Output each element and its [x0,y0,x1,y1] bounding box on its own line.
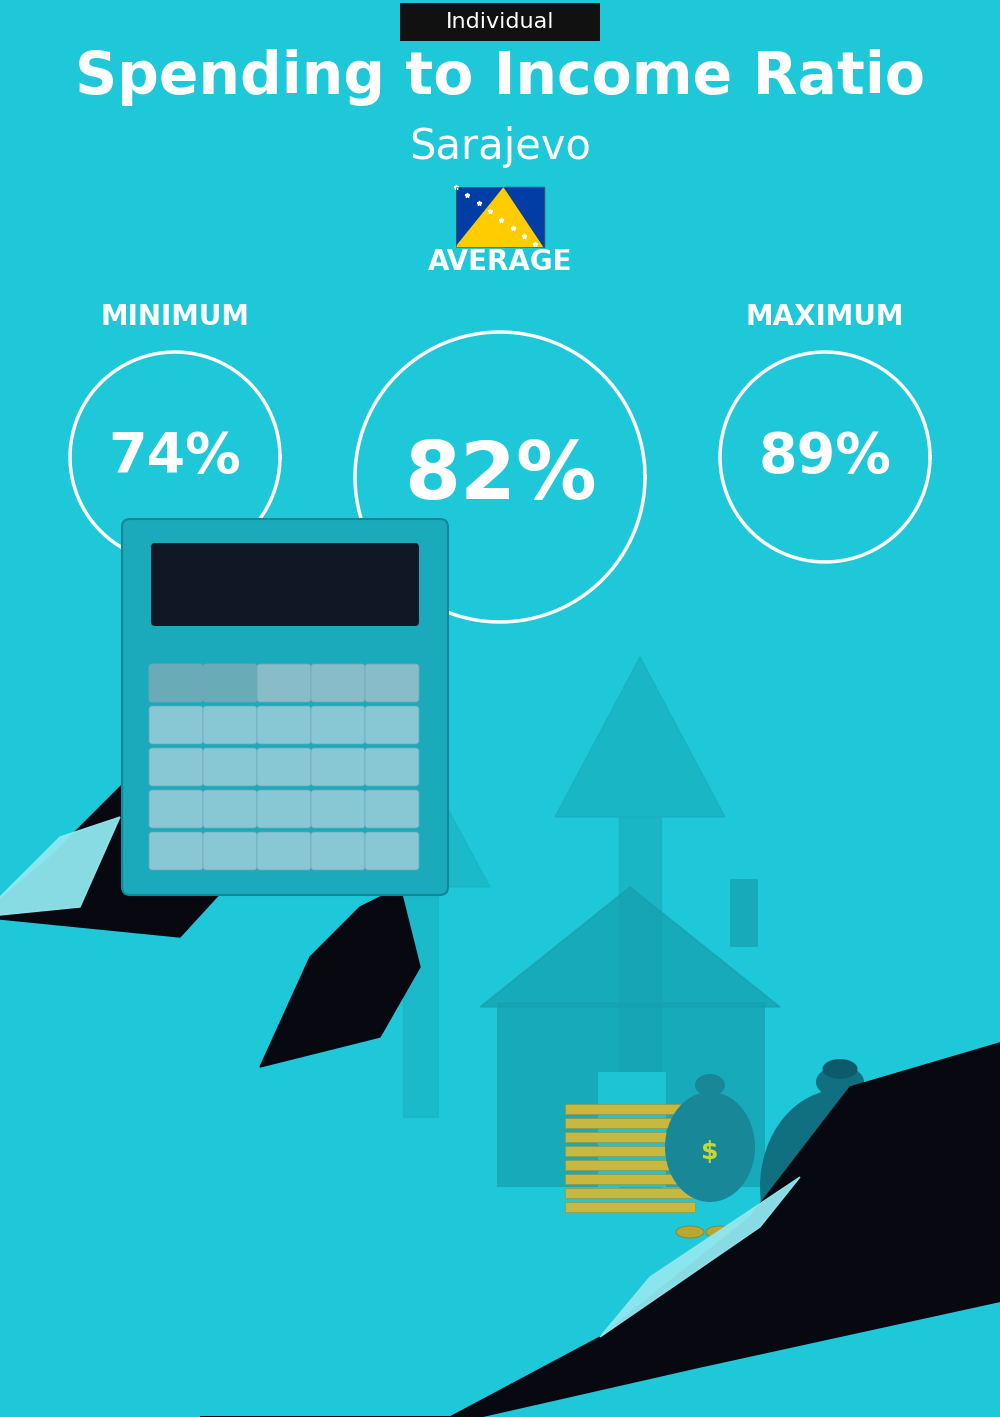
Text: 82%: 82% [404,438,596,516]
Text: Spending to Income Ratio: Spending to Income Ratio [75,48,925,105]
FancyBboxPatch shape [149,665,203,701]
FancyBboxPatch shape [149,706,203,744]
FancyBboxPatch shape [365,706,419,744]
Text: AVERAGE: AVERAGE [428,248,572,276]
FancyBboxPatch shape [565,1175,695,1185]
Text: $: $ [701,1141,719,1163]
FancyBboxPatch shape [257,748,311,786]
Ellipse shape [822,1058,858,1078]
FancyBboxPatch shape [257,706,311,744]
FancyBboxPatch shape [565,1118,695,1128]
Text: $: $ [824,1169,856,1214]
FancyBboxPatch shape [311,706,365,744]
FancyBboxPatch shape [598,1073,666,1187]
FancyBboxPatch shape [203,791,257,828]
FancyBboxPatch shape [257,665,311,701]
Ellipse shape [760,1090,920,1284]
FancyBboxPatch shape [497,1002,765,1187]
Ellipse shape [816,1066,864,1098]
FancyBboxPatch shape [504,187,544,247]
Polygon shape [402,887,438,1117]
FancyBboxPatch shape [149,748,203,786]
Ellipse shape [665,1093,755,1202]
FancyBboxPatch shape [149,791,203,828]
Polygon shape [0,818,120,917]
FancyBboxPatch shape [565,1202,695,1212]
FancyBboxPatch shape [311,665,365,701]
Text: 89%: 89% [759,429,891,485]
Ellipse shape [676,1226,704,1238]
FancyBboxPatch shape [203,665,257,701]
Polygon shape [480,887,780,1007]
Text: Sarajevo: Sarajevo [409,126,591,169]
FancyBboxPatch shape [456,187,504,247]
Polygon shape [600,1178,800,1338]
FancyBboxPatch shape [565,1187,695,1197]
FancyBboxPatch shape [365,748,419,786]
Polygon shape [555,657,725,818]
Polygon shape [260,887,420,1067]
FancyBboxPatch shape [400,3,600,41]
FancyBboxPatch shape [311,832,365,870]
FancyBboxPatch shape [565,1104,695,1114]
Text: MAXIMUM: MAXIMUM [746,303,904,332]
FancyBboxPatch shape [365,791,419,828]
FancyBboxPatch shape [122,519,448,896]
FancyBboxPatch shape [257,791,311,828]
FancyBboxPatch shape [257,832,311,870]
Polygon shape [200,1037,1000,1417]
FancyBboxPatch shape [565,1132,695,1142]
Polygon shape [456,187,504,247]
FancyBboxPatch shape [149,832,203,870]
FancyBboxPatch shape [203,832,257,870]
Text: 74%: 74% [109,429,241,485]
Ellipse shape [736,1226,764,1238]
Text: Individual: Individual [446,11,554,33]
FancyBboxPatch shape [151,543,419,626]
FancyBboxPatch shape [203,748,257,786]
Ellipse shape [695,1074,725,1095]
FancyBboxPatch shape [311,791,365,828]
Polygon shape [619,818,661,1187]
FancyBboxPatch shape [203,706,257,744]
Ellipse shape [706,1226,734,1238]
FancyBboxPatch shape [565,1161,695,1170]
Polygon shape [0,638,320,937]
Text: MINIMUM: MINIMUM [100,303,250,332]
FancyBboxPatch shape [365,832,419,870]
FancyBboxPatch shape [311,748,365,786]
FancyBboxPatch shape [365,665,419,701]
Polygon shape [350,757,490,887]
FancyBboxPatch shape [730,879,758,947]
Polygon shape [504,187,544,247]
FancyBboxPatch shape [565,1146,695,1156]
